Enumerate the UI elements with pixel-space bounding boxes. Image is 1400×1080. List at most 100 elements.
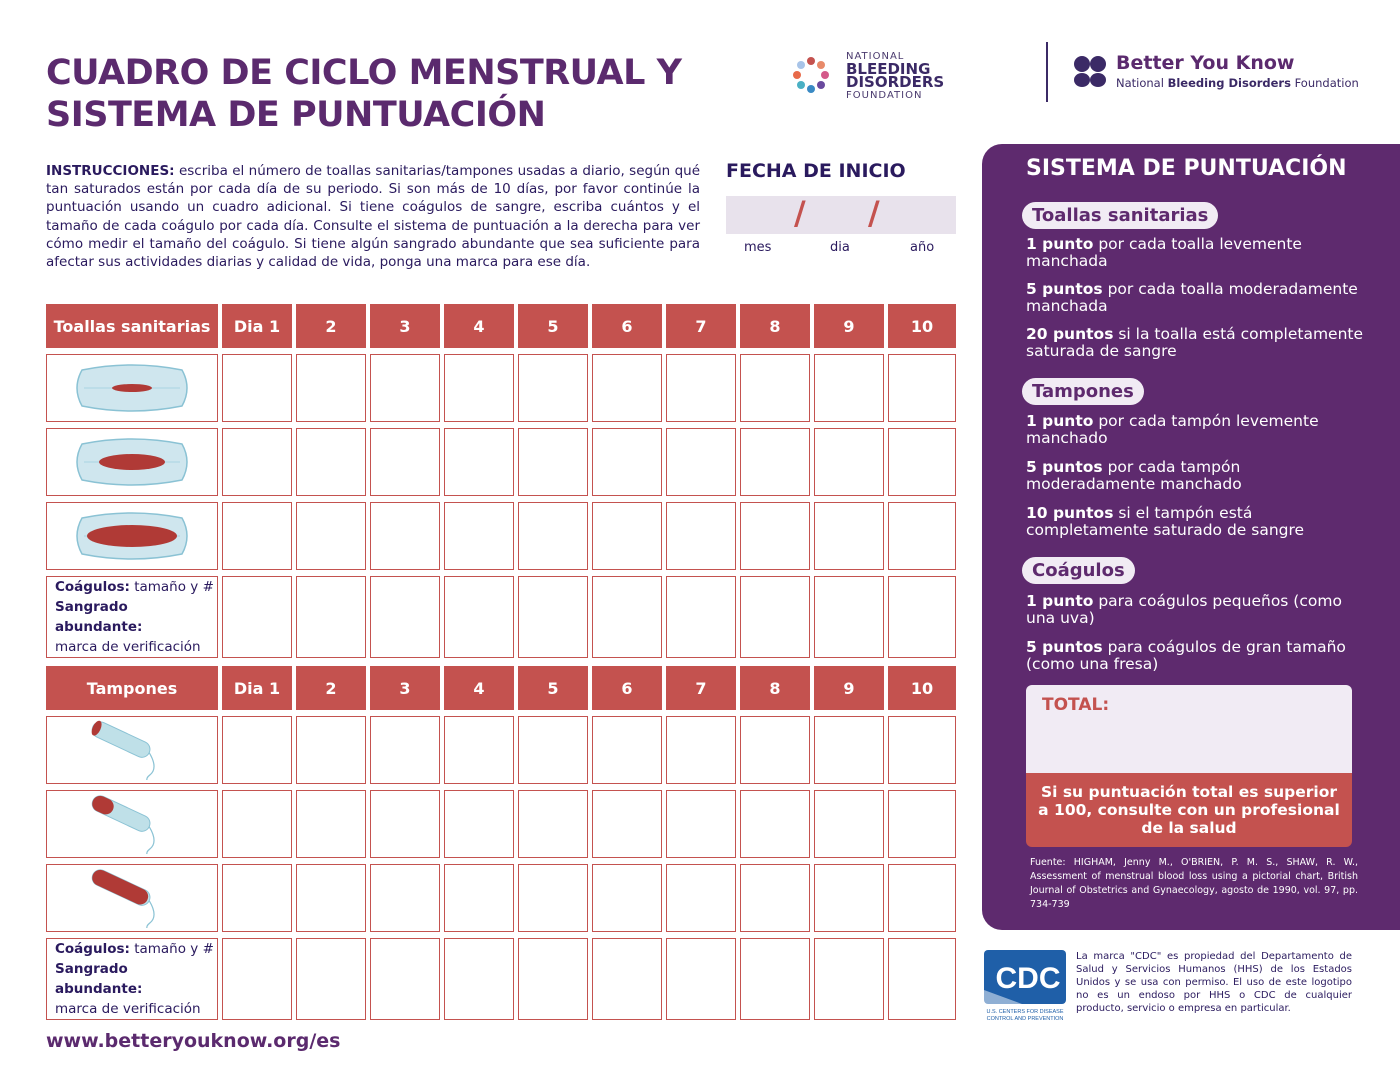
tampons-count-cell[interactable]	[518, 864, 588, 932]
tampons-count-cell[interactable]	[814, 864, 884, 932]
tampons-count-cell[interactable]	[592, 790, 662, 858]
tampons-clots-cell[interactable]	[666, 938, 736, 1020]
start-date-field[interactable]	[726, 196, 956, 234]
tampons-count-cell[interactable]	[888, 864, 956, 932]
pads-count-cell[interactable]	[370, 502, 440, 570]
pads-count-cell[interactable]	[444, 354, 514, 422]
nbdf-line-1: NATIONAL	[846, 51, 905, 62]
pads-count-cell[interactable]	[888, 354, 956, 422]
tampons-count-cell[interactable]	[370, 790, 440, 858]
pads-count-cell[interactable]	[740, 354, 810, 422]
pads-clots-cell[interactable]	[444, 576, 514, 658]
tampons-count-cell[interactable]	[666, 864, 736, 932]
pads-clots-cell[interactable]	[296, 576, 366, 658]
tampons-count-cell[interactable]	[222, 716, 292, 784]
tampons-count-cell[interactable]	[592, 716, 662, 784]
pads-count-cell[interactable]	[888, 428, 956, 496]
tampons-count-cell[interactable]	[222, 790, 292, 858]
pads-clots-cell[interactable]	[222, 576, 292, 658]
year-label: año	[910, 240, 935, 255]
tampons-count-cell[interactable]	[296, 790, 366, 858]
pads-count-cell[interactable]	[222, 354, 292, 422]
pads-count-cell[interactable]	[592, 428, 662, 496]
day-label: dia	[830, 240, 850, 255]
tampons-clots-cell[interactable]	[296, 938, 366, 1020]
pads-score-5: 5 puntos por cada toalla moderadamente m…	[1026, 280, 1358, 315]
pads-count-cell[interactable]	[222, 428, 292, 496]
source-citation: Fuente: HIGHAM, Jenny M., O'BRIEN, P. M.…	[1030, 857, 1358, 910]
tampons-clots-cell[interactable]	[888, 938, 956, 1020]
tampons-clots-cell[interactable]	[222, 938, 292, 1020]
pads-count-cell[interactable]	[444, 502, 514, 570]
pads-count-cell[interactable]	[814, 502, 884, 570]
tampons-count-cell[interactable]	[518, 716, 588, 784]
tampons-count-cell[interactable]	[666, 716, 736, 784]
pads-count-cell[interactable]	[592, 354, 662, 422]
pads-count-cell[interactable]	[518, 428, 588, 496]
tampons-count-cell[interactable]	[370, 864, 440, 932]
tampons-day-header: 5	[518, 666, 588, 710]
tampons-day-header: 10	[888, 666, 956, 710]
pads-count-cell[interactable]	[666, 428, 736, 496]
tampons-count-cell[interactable]	[888, 716, 956, 784]
pads-clots-cell[interactable]	[888, 576, 956, 658]
tampons-count-cell[interactable]	[740, 716, 810, 784]
footer-url[interactable]: www.betteryouknow.org/es	[46, 1030, 341, 1052]
pads-count-cell[interactable]	[518, 502, 588, 570]
tampons-count-cell[interactable]	[814, 790, 884, 858]
total-field[interactable]: TOTAL:	[1026, 685, 1352, 773]
cdc-logo-sub1: U.S. CENTERS FOR DISEASE	[986, 1009, 1063, 1015]
tampons-clots-cell[interactable]	[740, 938, 810, 1020]
tampons-clots-cell[interactable]	[444, 938, 514, 1020]
pads-count-cell[interactable]	[814, 354, 884, 422]
pads-count-cell[interactable]	[370, 354, 440, 422]
tampons-count-cell[interactable]	[444, 790, 514, 858]
pads-clots-cell[interactable]	[518, 576, 588, 658]
pads-day-header: 7	[666, 304, 736, 348]
tampons-count-cell[interactable]	[296, 864, 366, 932]
tampons-clots-cell[interactable]	[592, 938, 662, 1020]
pads-count-cell[interactable]	[222, 502, 292, 570]
tampons-count-cell[interactable]	[740, 864, 810, 932]
tampons-header-label: Tampones	[46, 666, 218, 710]
tampons-clots-cell[interactable]	[814, 938, 884, 1020]
tampons-count-cell[interactable]	[370, 716, 440, 784]
pads-count-cell[interactable]	[518, 354, 588, 422]
pads-count-cell[interactable]	[888, 502, 956, 570]
tampons-count-cell[interactable]	[814, 716, 884, 784]
tampons-pill: Tampones	[1022, 378, 1144, 405]
scoring-title: SISTEMA DE PUNTUACIÓN	[1026, 156, 1347, 181]
pads-count-cell[interactable]	[666, 502, 736, 570]
pads-clots-cell[interactable]	[666, 576, 736, 658]
tampons-count-cell[interactable]	[740, 790, 810, 858]
tampons-day-header: Dia 1	[222, 666, 292, 710]
pads-count-cell[interactable]	[296, 354, 366, 422]
pads-count-cell[interactable]	[740, 428, 810, 496]
pads-clots-cell[interactable]	[740, 576, 810, 658]
pads-count-cell[interactable]	[814, 428, 884, 496]
pads-count-cell[interactable]	[666, 354, 736, 422]
pads-clots-cell[interactable]	[592, 576, 662, 658]
byk-butterfly-icon	[1074, 56, 1106, 87]
tampons-count-cell[interactable]	[444, 716, 514, 784]
cdc-logo: CDC U.S. CENTERS FOR DISEASE CONTROL AND…	[982, 950, 1068, 1022]
pads-count-cell[interactable]	[296, 428, 366, 496]
pads-count-cell[interactable]	[740, 502, 810, 570]
tampons-count-cell[interactable]	[296, 716, 366, 784]
pads-clots-cell[interactable]	[814, 576, 884, 658]
pads-day-header: 2	[296, 304, 366, 348]
tampons-clots-cell[interactable]	[370, 938, 440, 1020]
tampons-count-cell[interactable]	[592, 864, 662, 932]
pads-clots-cell[interactable]	[370, 576, 440, 658]
pads-count-cell[interactable]	[296, 502, 366, 570]
tampons-count-cell[interactable]	[888, 790, 956, 858]
tampons-clots-cell[interactable]	[518, 938, 588, 1020]
tampons-count-cell[interactable]	[222, 864, 292, 932]
tampons-count-cell[interactable]	[518, 790, 588, 858]
date-slash-1: /	[794, 194, 806, 232]
pads-count-cell[interactable]	[370, 428, 440, 496]
tampons-count-cell[interactable]	[444, 864, 514, 932]
pads-count-cell[interactable]	[592, 502, 662, 570]
pads-count-cell[interactable]	[444, 428, 514, 496]
tampons-count-cell[interactable]	[666, 790, 736, 858]
